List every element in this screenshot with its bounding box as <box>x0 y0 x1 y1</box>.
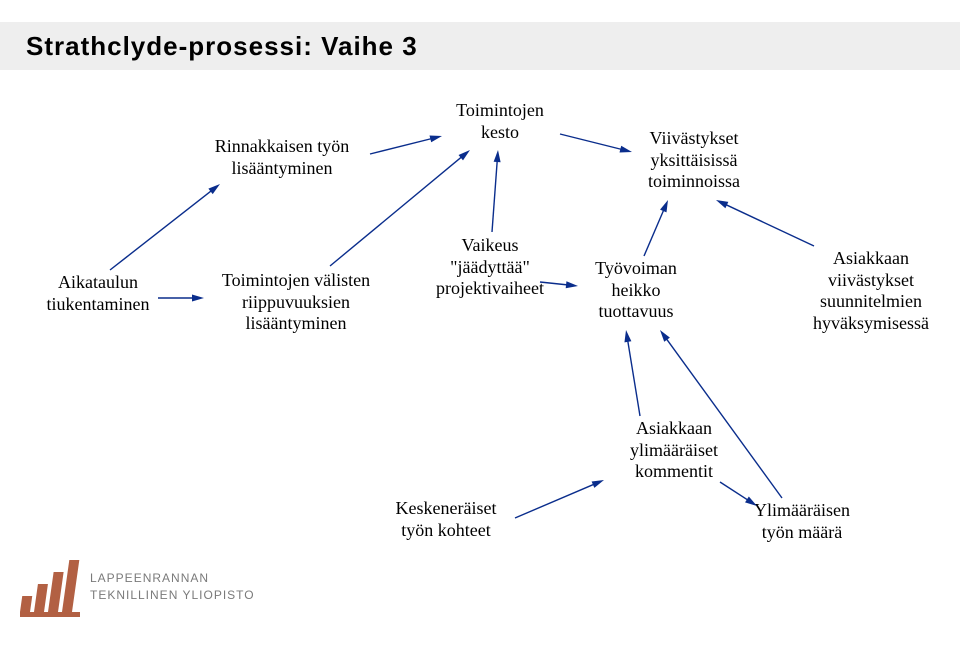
node-n6: Vaikeus"jäädyttää"projektivaiheet <box>400 235 580 300</box>
node-n9-line1: ylimääräiset <box>594 440 754 462</box>
node-n3-line0: Viivästykset <box>614 128 774 150</box>
node-n10: Keskeneräisettyön kohteet <box>356 498 536 541</box>
node-n8-line3: hyväksymisessä <box>786 313 956 335</box>
logo-mark <box>20 556 80 617</box>
page-title: Strathclyde-prosessi: Vaihe 3 <box>26 22 418 70</box>
node-n1: Rinnakkaisen työnlisääntyminen <box>182 136 382 179</box>
node-n5-line0: Toimintojen välisten <box>186 270 406 292</box>
node-n2-line0: Toimintojen <box>420 100 580 122</box>
logo-line1: LAPPEENRANNAN <box>90 570 255 586</box>
node-n5-line2: lisääntyminen <box>186 313 406 335</box>
node-n11-line0: Ylimääräisen <box>722 500 882 522</box>
logo-text: LAPPEENRANNAN TEKNILLINEN YLIOPISTO <box>90 570 255 602</box>
node-n3-line2: toiminnoissa <box>614 171 774 193</box>
node-n9: Asiakkaanylimääräisetkommentit <box>594 418 754 483</box>
node-n5: Toimintojen välistenriippuvuuksienlisään… <box>186 270 406 335</box>
node-n9-line2: kommentit <box>594 461 754 483</box>
node-n1-line0: Rinnakkaisen työn <box>182 136 382 158</box>
arrow-n6-n2 <box>492 150 501 232</box>
node-n6-line2: projektivaiheet <box>400 278 580 300</box>
node-n7-line2: tuottavuus <box>566 301 706 323</box>
university-logo: LAPPEENRANNAN TEKNILLINEN YLIOPISTO <box>20 556 255 617</box>
arrow-n9-n7 <box>624 330 640 416</box>
arrow-n7-n3 <box>644 200 668 256</box>
node-n4-line1: tiukentaminen <box>18 294 178 316</box>
node-n9-line0: Asiakkaan <box>594 418 754 440</box>
node-n8: Asiakkaanviivästyksetsuunnitelmienhyväks… <box>786 248 956 334</box>
node-n7-line1: heikko <box>566 280 706 302</box>
node-n7-line0: Työvoiman <box>566 258 706 280</box>
node-n11-line1: työn määrä <box>722 522 882 544</box>
node-n1-line1: lisääntyminen <box>182 158 382 180</box>
node-n3-line1: yksittäisissä <box>614 150 774 172</box>
node-n6-line0: Vaikeus <box>400 235 580 257</box>
logo-bar-3 <box>62 560 79 612</box>
node-n6-line1: "jäädyttää" <box>400 257 580 279</box>
arrow-n8-n3 <box>716 200 814 246</box>
logo-line2: TEKNILLINEN YLIOPISTO <box>90 587 255 603</box>
node-n7: Työvoimanheikkotuottavuus <box>566 258 706 323</box>
logo-bar-2 <box>48 572 64 612</box>
node-n2-line1: kesto <box>420 122 580 144</box>
logo-bar-1 <box>34 584 48 612</box>
logo-bar-0 <box>20 596 32 612</box>
node-n4-line0: Aikataulun <box>18 272 178 294</box>
node-n8-line2: suunnitelmien <box>786 291 956 313</box>
arrow-n4-n1 <box>110 184 220 270</box>
node-n10-line1: työn kohteet <box>356 520 536 542</box>
node-n8-line0: Asiakkaan <box>786 248 956 270</box>
node-n11: Ylimääräisentyön määrä <box>722 500 882 543</box>
node-n8-line1: viivästykset <box>786 270 956 292</box>
node-n2: Toimintojenkesto <box>420 100 580 143</box>
node-n5-line1: riippuvuuksien <box>186 292 406 314</box>
node-n10-line0: Keskeneräiset <box>356 498 536 520</box>
node-n4: Aikatauluntiukentaminen <box>18 272 178 315</box>
node-n3: Viivästyksetyksittäisissätoiminnoissa <box>614 128 774 193</box>
